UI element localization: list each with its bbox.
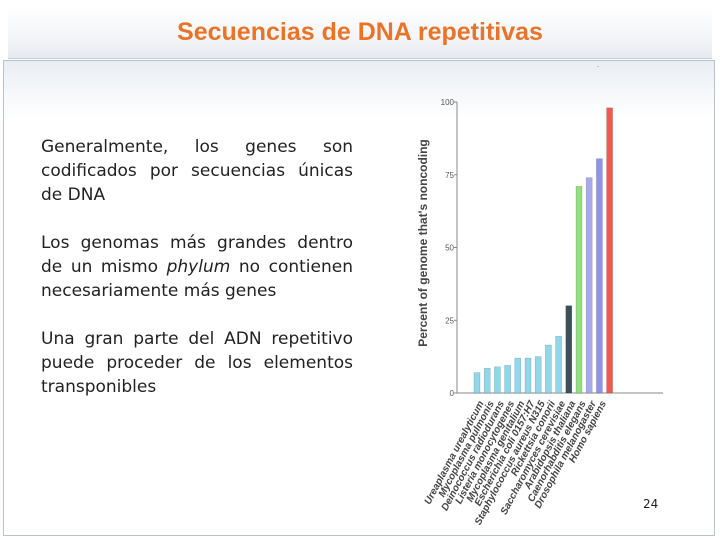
- stray-mark: .: [597, 60, 600, 69]
- noncoding-bar-chart: Percent of genome that's noncoding 0 25 50…: [416, 98, 663, 527]
- y-tick-label: 25: [445, 316, 454, 325]
- bullet-list: Generalmente, los genes son codificados …: [41, 135, 353, 423]
- bullet-genome-size-post: no contienen necesariamente más genes: [41, 257, 353, 301]
- page-number: 24: [643, 497, 659, 511]
- slide-title: Secuencias de DNA repetitivas: [177, 18, 543, 46]
- y-tick-label: 50: [445, 244, 454, 253]
- bullet-genome-size-em: phylum: [166, 257, 231, 277]
- y-axis-label: Percent of genome that's noncoding: [416, 139, 430, 347]
- bar: [545, 344, 552, 394]
- bullet-transposons: Una gran parte del ADN repetitivo puede …: [41, 329, 353, 397]
- content-box: [3, 60, 715, 536]
- bar: [524, 357, 532, 394]
- bullet-genome-size-pre: Los genomas más grandes dentro de un mis…: [41, 233, 353, 277]
- bar: [494, 366, 501, 394]
- bar: [575, 186, 583, 394]
- y-axis: 0 25 50 75 100: [441, 98, 663, 398]
- bar: [555, 336, 562, 394]
- y-tick-label: 75: [445, 171, 454, 180]
- bar: [473, 372, 481, 394]
- bar: [596, 158, 603, 394]
- bar: [504, 365, 511, 394]
- bar: [534, 356, 542, 394]
- title-bar: [8, 6, 712, 59]
- bar: [483, 368, 491, 394]
- bars: [473, 107, 613, 394]
- bar: [565, 305, 573, 394]
- bar: [514, 357, 522, 394]
- y-tick-label: 0: [450, 389, 455, 398]
- bar: [585, 177, 593, 394]
- y-tick-label: 100: [441, 98, 455, 107]
- bullet-genes-unique: Generalmente, los genes son codificados …: [41, 137, 353, 205]
- bar: [606, 107, 613, 394]
- bullet-genome-size: Los genomas más grandes dentro de un mis…: [41, 231, 353, 303]
